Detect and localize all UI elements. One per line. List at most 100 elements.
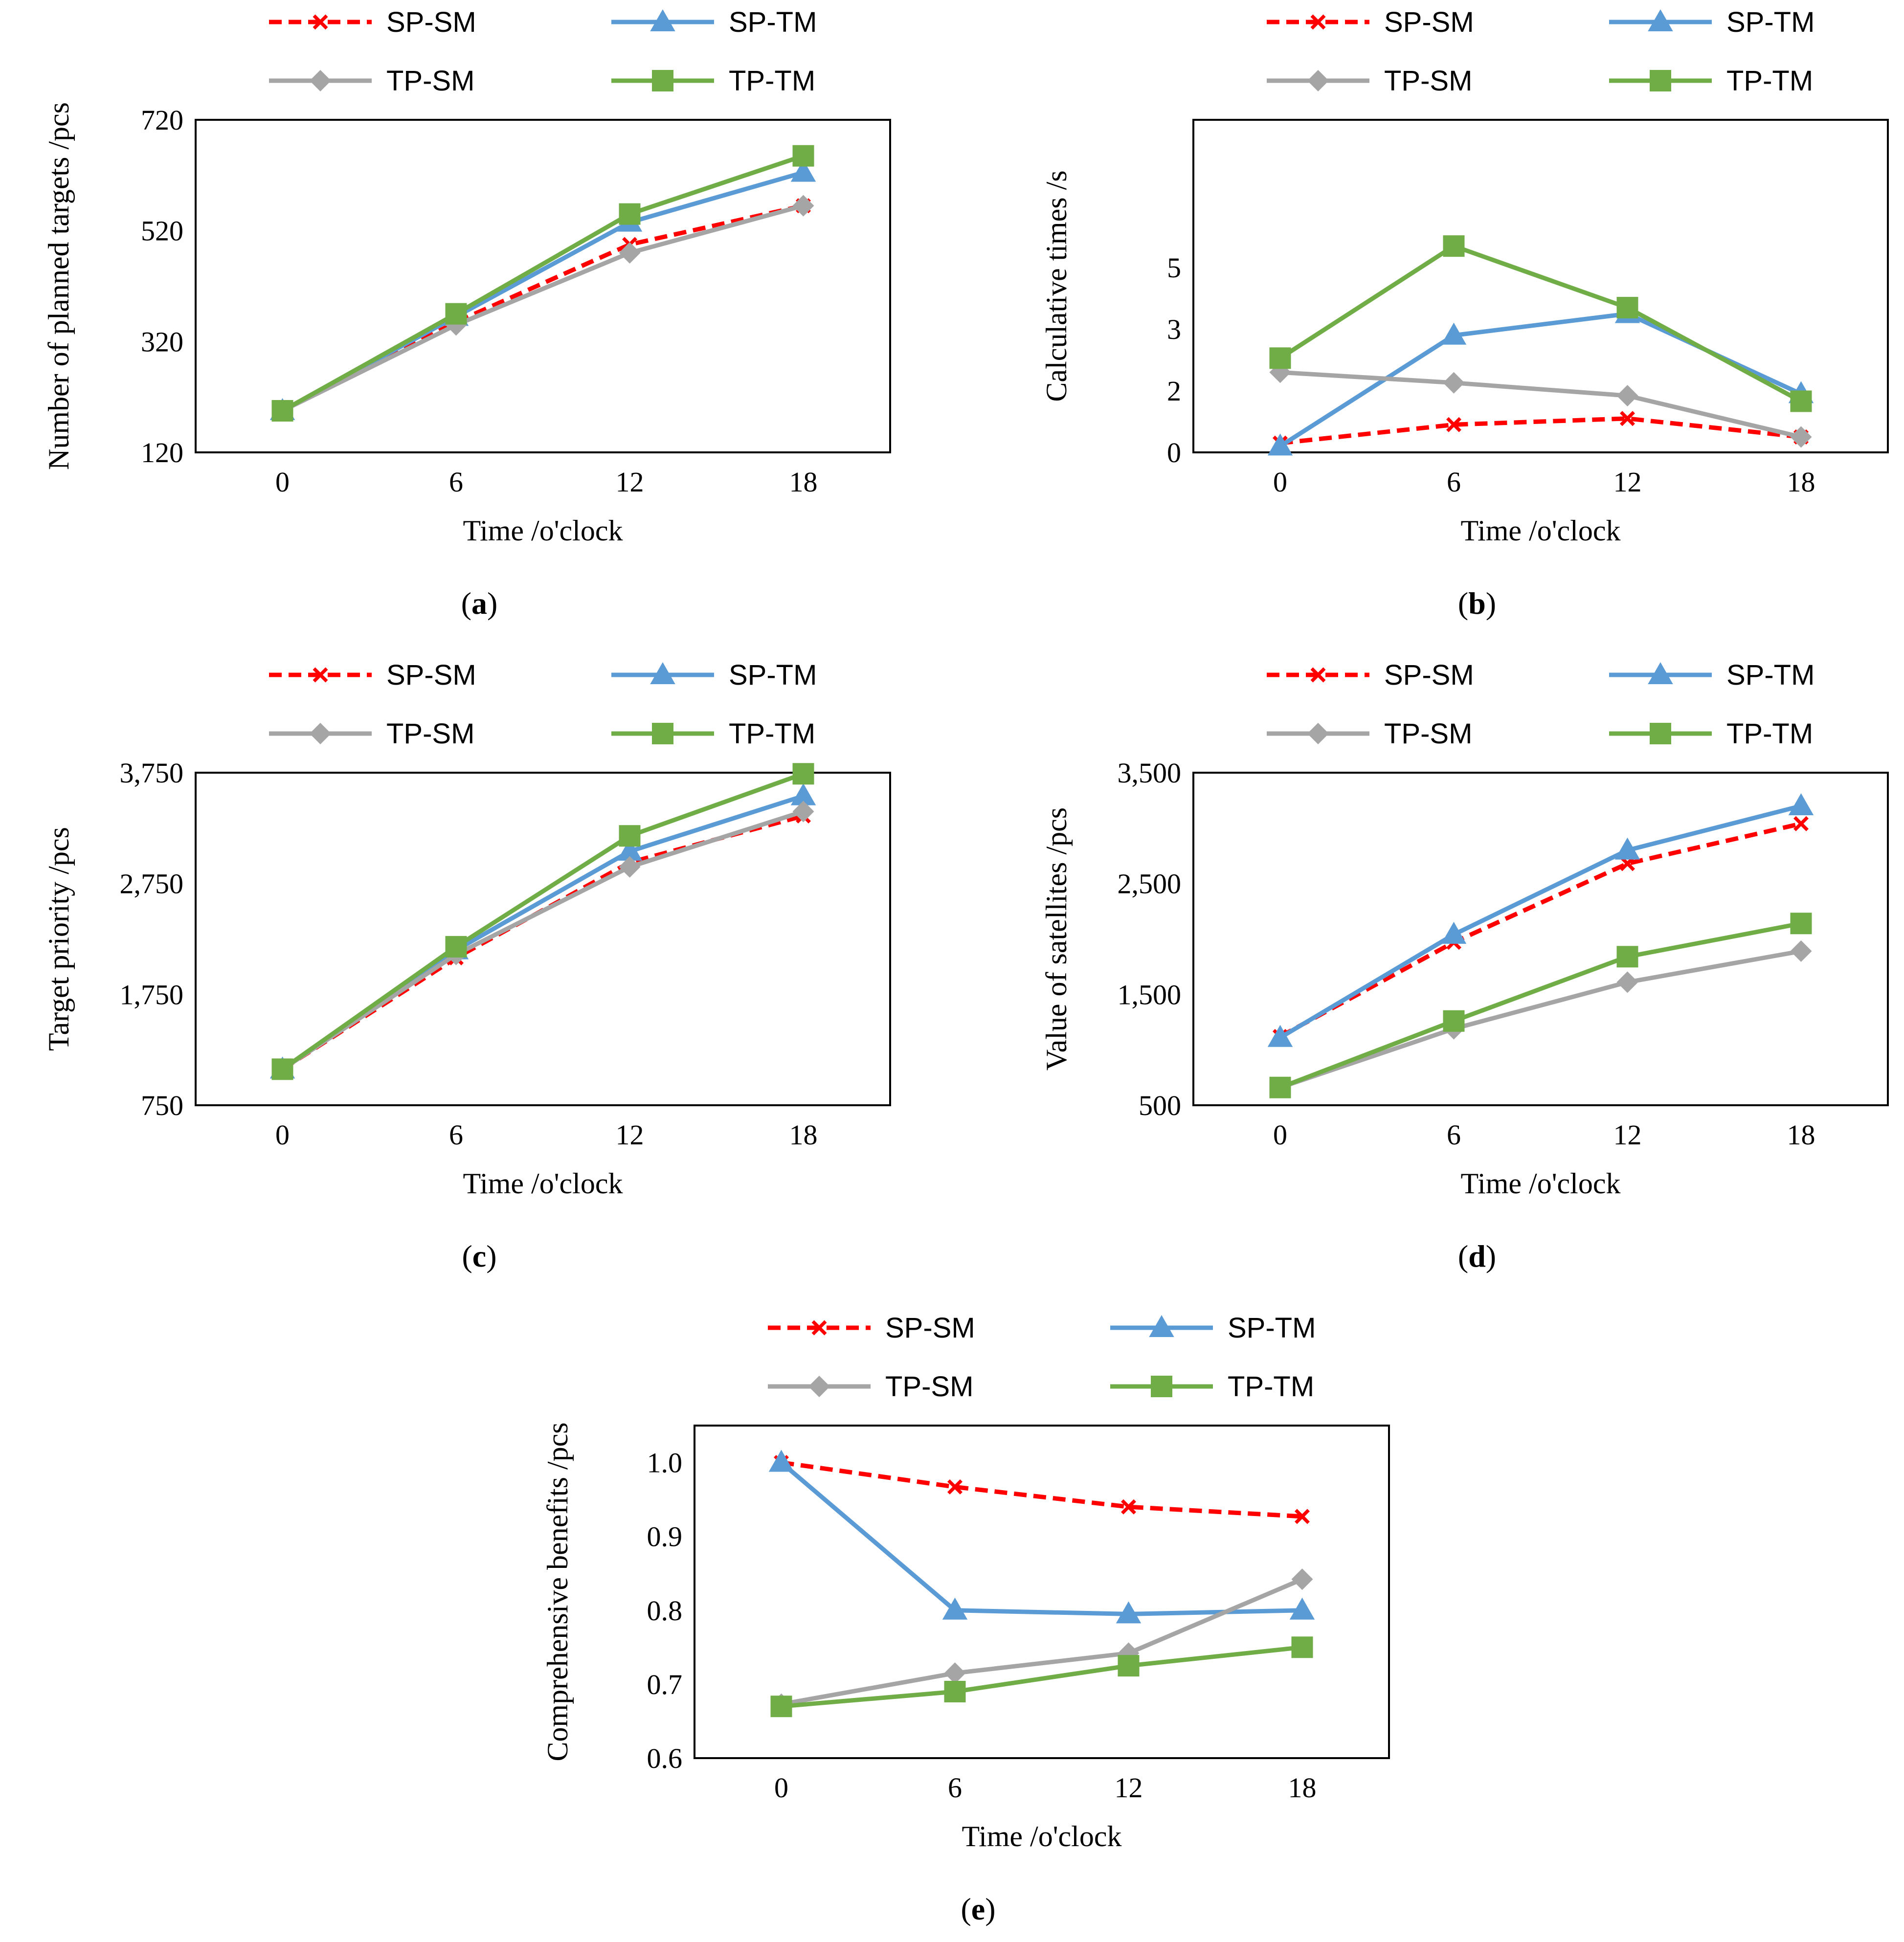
x-tick-label: 12 <box>1613 1119 1642 1151</box>
legend-x-mark-icon <box>313 14 328 30</box>
data-point <box>445 936 467 958</box>
x-tick-label: 6 <box>948 1772 962 1804</box>
data-point <box>619 825 641 847</box>
legend-square-marker-icon <box>652 723 673 744</box>
y-tick-label: 320 <box>141 326 183 357</box>
series-line <box>1280 416 1801 446</box>
data-point <box>944 1662 966 1684</box>
legend-x-mark-icon <box>811 1320 827 1336</box>
series-tp-sm <box>271 195 814 422</box>
series-line <box>281 203 804 413</box>
series-sp-tm <box>269 783 816 1079</box>
data-point <box>619 203 641 225</box>
y-tick-label: 5 <box>1167 252 1181 284</box>
y-tick-label: 1,500 <box>1118 979 1182 1010</box>
data-point <box>792 195 814 217</box>
x-tick-label: 12 <box>1115 1772 1143 1804</box>
data-point <box>445 303 467 325</box>
data-point <box>947 1479 963 1495</box>
panel-d: SP-SM SP-TM TP-SM TP-TM 500 1,500 2,500 3,500 0 6… <box>1040 659 1889 1273</box>
legend-label: TP-SM <box>1384 65 1472 97</box>
y-tick-label: 2 <box>1167 375 1181 407</box>
legend-label: TP-SM <box>1384 718 1472 750</box>
legend-triangle-marker-icon <box>1149 1315 1174 1337</box>
series-line <box>781 1645 1302 1709</box>
data-point <box>1441 322 1467 345</box>
x-tick-label: 18 <box>1288 1772 1317 1804</box>
x-axis-label: Time /o'clock <box>463 514 623 547</box>
x-tick-label: 18 <box>1787 1119 1815 1151</box>
legend-triangle-marker-icon <box>1648 9 1673 31</box>
y-tick-label: 520 <box>141 215 183 247</box>
series-sp-sm <box>774 1455 1310 1524</box>
legend-x-mark-icon <box>1310 14 1326 30</box>
legend-label: SP-SM <box>386 659 476 691</box>
data-point <box>1267 433 1293 456</box>
panel-caption: (c) <box>462 1239 496 1273</box>
x-axis-label: Time /o'clock <box>962 1820 1122 1853</box>
legend-label: SP-TM <box>1228 1312 1316 1344</box>
x-axis-label: Time /o'clock <box>1461 514 1621 547</box>
y-tick-label: 750 <box>141 1090 183 1121</box>
y-tick-label: 720 <box>141 104 183 136</box>
y-tick-label: 0.8 <box>647 1595 683 1627</box>
y-tick-label: 500 <box>1139 1090 1181 1121</box>
legend-diamond-marker-icon <box>310 723 331 744</box>
series-tp-sm <box>1269 940 1812 1098</box>
data-point <box>1620 411 1635 426</box>
x-axis-label: Time /o'clock <box>1461 1167 1621 1200</box>
legend-diamond-marker-icon <box>310 70 331 91</box>
legend-triangle-marker-icon <box>650 662 675 684</box>
y-tick-label: 0.9 <box>647 1521 683 1553</box>
data-point <box>1267 1025 1293 1047</box>
x-tick-label: 18 <box>789 466 818 498</box>
legend-square-marker-icon <box>1650 70 1671 91</box>
y-axis-label: Comprehensive benefits /pcs <box>541 1422 574 1761</box>
data-point <box>1443 235 1465 257</box>
series-sp-sm <box>1273 816 1809 1044</box>
legend: SP-SM SP-TM TP-SM TP-TM <box>1267 6 1814 97</box>
y-axis-label: Value of satellites /pcs <box>1040 807 1073 1071</box>
series-line <box>281 170 804 413</box>
series-line <box>1280 370 1802 439</box>
y-axis-label: Calculative times /s <box>1040 170 1073 402</box>
legend-square-marker-icon <box>1650 723 1671 744</box>
y-tick-label: 0.6 <box>647 1742 683 1774</box>
panel-caption: (e) <box>961 1892 995 1926</box>
data-point <box>1616 297 1638 319</box>
data-point <box>1793 816 1809 831</box>
series-line <box>1279 312 1802 448</box>
panel-caption: (d) <box>1458 1239 1496 1273</box>
data-point <box>770 1696 792 1718</box>
data-point <box>271 1058 293 1080</box>
panel-a: SP-SM SP-TM TP-SM TP-TM 120 320 520 720 0 6 12 18 Ti… <box>43 6 891 621</box>
data-point <box>1269 347 1291 369</box>
series-line <box>1279 804 1802 1040</box>
legend-label: TP-TM <box>1726 65 1813 97</box>
y-tick-label: 3,500 <box>1118 757 1182 789</box>
plot-area <box>1192 119 1889 453</box>
data-point <box>619 856 641 878</box>
legend-label: SP-TM <box>729 6 817 38</box>
panel-e: SP-SM SP-TM TP-SM TP-TM 0.6 0.7 0.8 0.9 1.0 0 6 12 1… <box>541 1312 1390 1926</box>
data-point <box>1788 793 1814 815</box>
legend-label: SP-TM <box>729 659 817 691</box>
data-point <box>1295 1509 1310 1524</box>
legend-label: TP-TM <box>1726 718 1813 750</box>
series-sp-tm <box>1267 793 1814 1047</box>
legend-label: TP-SM <box>386 718 474 750</box>
data-point <box>1616 946 1638 968</box>
y-tick-label: 2,750 <box>120 868 184 900</box>
legend: SP-SM SP-TM TP-SM TP-TM <box>768 1312 1316 1403</box>
series-tp-sm <box>770 1568 1313 1715</box>
series-line <box>781 1460 1302 1519</box>
panel-b: SP-SM SP-TM TP-SM TP-TM 0 2 3 5 0 6 12 18 Time /o'cl… <box>1040 6 1889 621</box>
legend-diamond-marker-icon <box>1307 70 1329 91</box>
data-point <box>1790 426 1812 448</box>
data-point <box>768 1450 794 1472</box>
y-tick-label: 3 <box>1167 313 1181 345</box>
data-point <box>619 242 641 264</box>
data-point <box>1121 1499 1136 1515</box>
x-tick-label: 0 <box>774 1772 788 1804</box>
